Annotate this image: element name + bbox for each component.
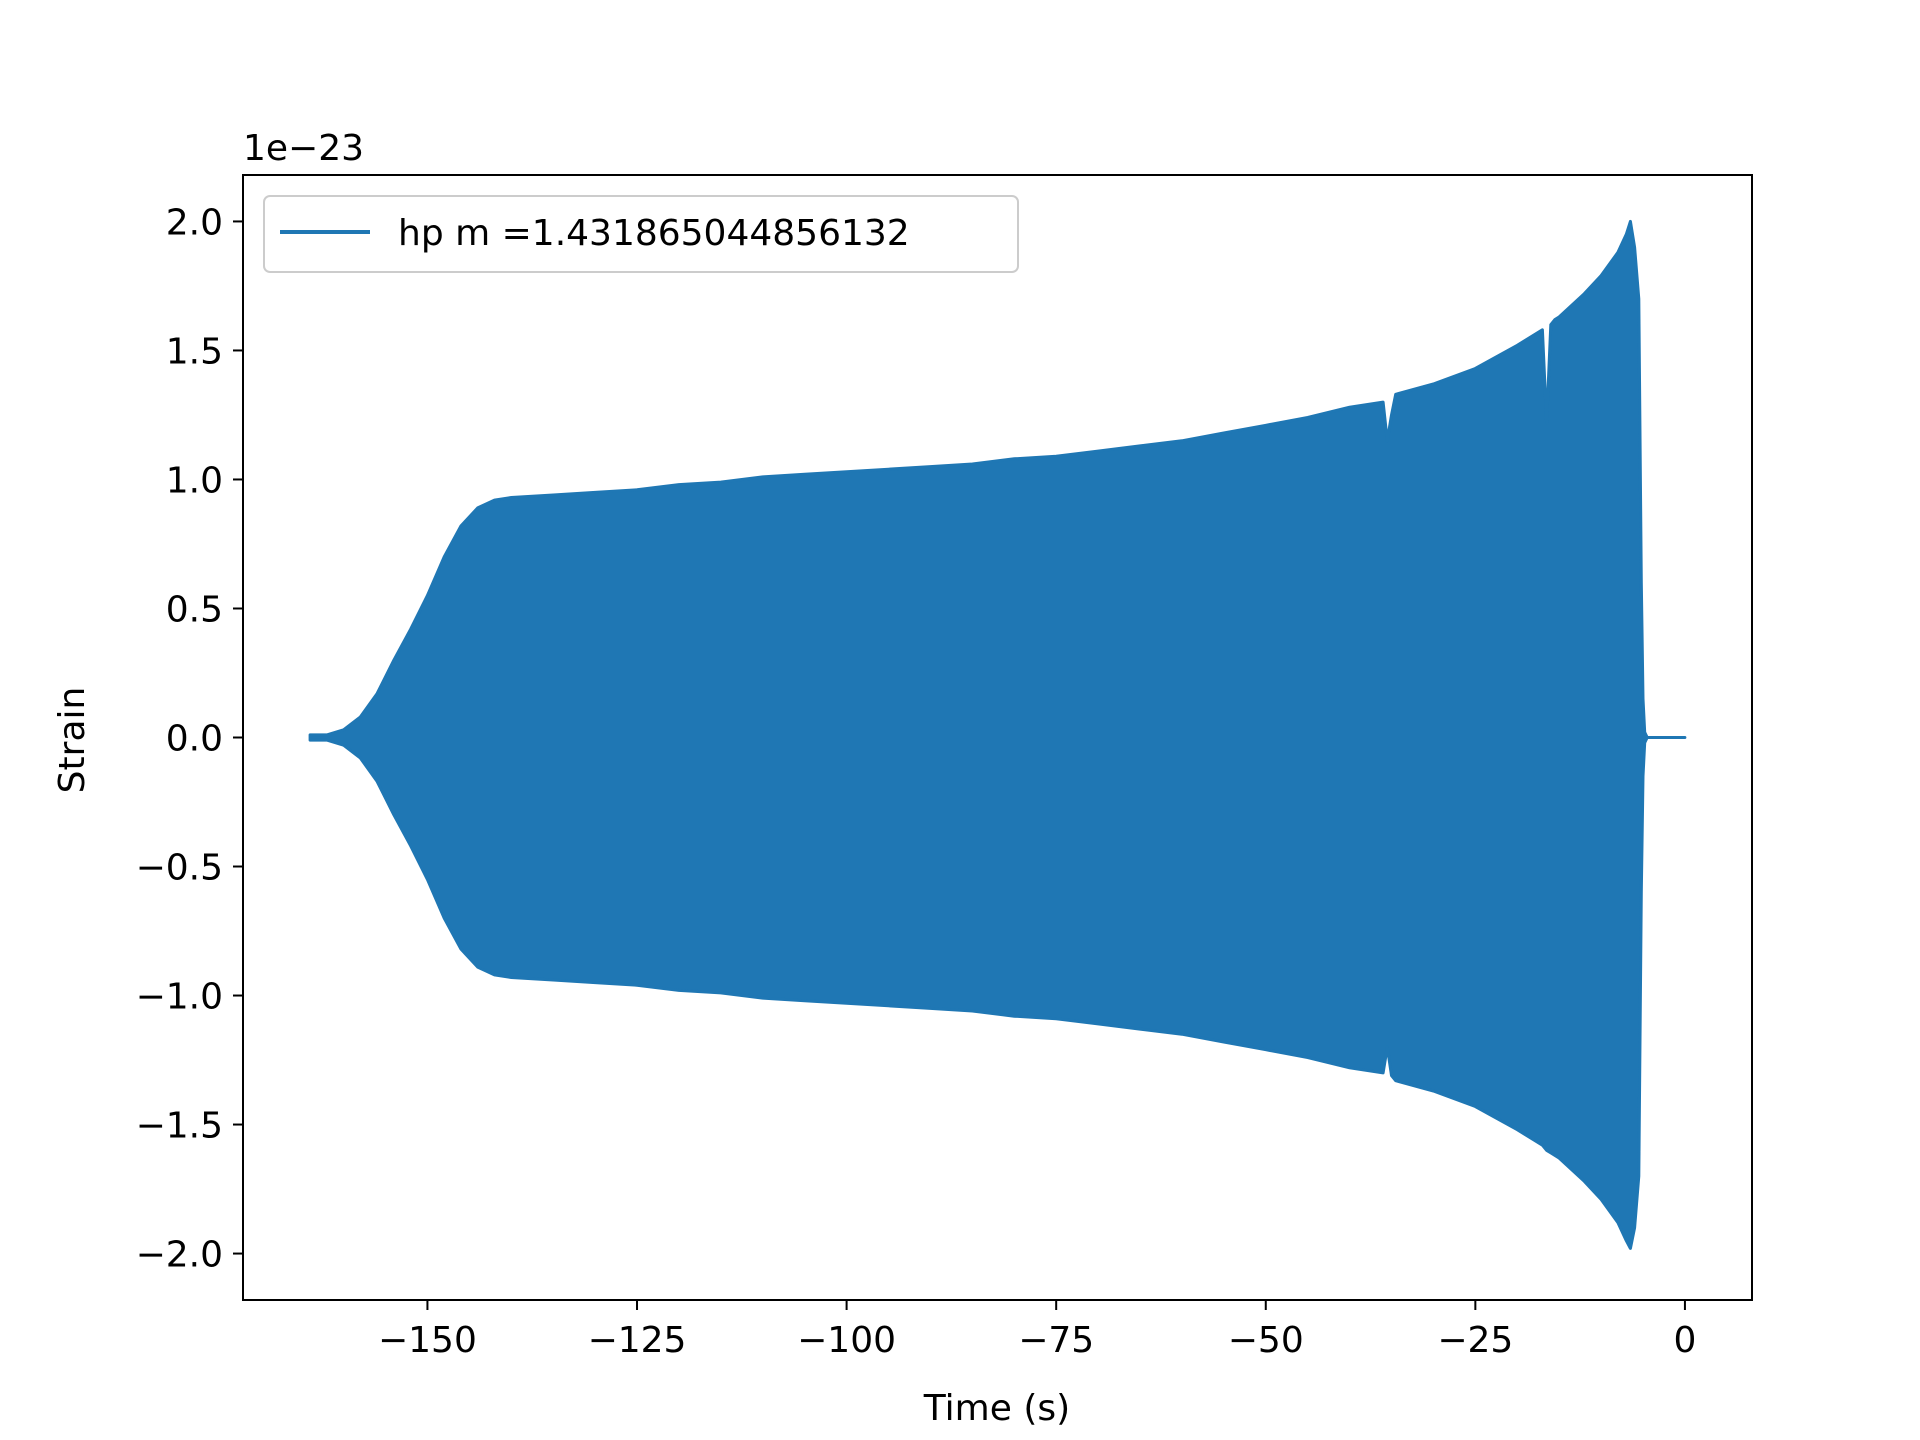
x-tick-label: −50: [1228, 1320, 1304, 1361]
y-tick-label: −1.0: [136, 977, 223, 1018]
y-tick-label: −1.5: [136, 1106, 223, 1147]
x-tick-label: −150: [378, 1320, 477, 1361]
x-tick-label: 0: [1673, 1320, 1696, 1361]
y-tick-label: 2.0: [166, 202, 223, 243]
legend-box: [263, 195, 1019, 273]
y-tick-label: 1.5: [166, 331, 223, 372]
y-tick-label: 0.0: [166, 719, 223, 760]
x-tick-label: −75: [1018, 1320, 1094, 1361]
y-scale-label: 1e−23: [243, 128, 364, 169]
x-axis: −150 −125 −100 −75 −50 −25 0: [378, 1300, 1696, 1361]
legend: hp m =1.431865044856132: [263, 195, 1019, 273]
x-tick-label: −125: [588, 1320, 687, 1361]
y-axis-label: Strain: [52, 687, 93, 794]
y-tick-label: 0.5: [166, 589, 223, 630]
legend-label: hp m =1.431865044856132: [398, 213, 910, 254]
plot-area: [308, 219, 1687, 1250]
y-tick-label: 1.0: [166, 460, 223, 501]
y-tick-label: −0.5: [136, 848, 223, 889]
y-tick-label: −2.0: [136, 1235, 223, 1276]
x-tick-label: −25: [1437, 1320, 1513, 1361]
x-tick-label: −100: [797, 1320, 896, 1361]
series-waveform: [308, 219, 1687, 1250]
y-axis: −2.0 −1.5 −1.0 −0.5 0.0 0.5 1.0 1.5 2.0: [136, 202, 243, 1276]
x-axis-label: Time (s): [923, 1388, 1070, 1429]
